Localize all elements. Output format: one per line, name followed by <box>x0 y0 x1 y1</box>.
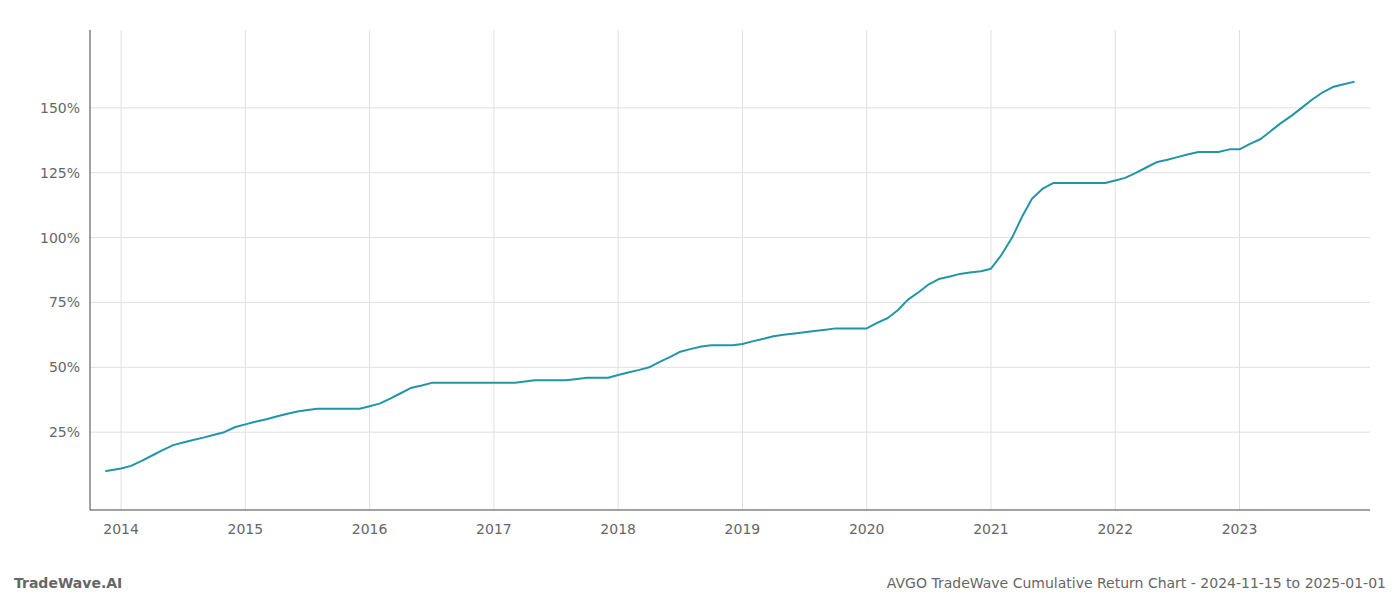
y-tick-label: 50% <box>49 359 80 375</box>
x-grid-line <box>990 30 991 510</box>
y-grid-line <box>90 237 1370 238</box>
y-grid-line <box>90 432 1370 433</box>
x-tick-label: 2019 <box>725 521 761 537</box>
x-grid-line <box>618 30 619 510</box>
x-grid-line <box>369 30 370 510</box>
x-tick-label: 2021 <box>973 521 1009 537</box>
grid <box>90 30 1370 510</box>
line <box>106 82 1354 471</box>
y-grid-line <box>90 107 1370 108</box>
x-tick-label: 2015 <box>228 521 264 537</box>
chart: 2014 2015 2016 2017 2018 2019 2020 2021 2022 2023… <box>0 0 1400 600</box>
x-tick-label: 2014 <box>103 521 139 537</box>
watermark: TradeWave.AI <box>14 575 122 591</box>
plot-area <box>106 82 1354 471</box>
x-tick-label: 2016 <box>352 521 388 537</box>
x-grid-line <box>742 30 743 510</box>
title: AVGO TradeWave Cumulative Return Chart -… <box>887 575 1386 591</box>
y-grid-line <box>90 367 1370 368</box>
x-grid-line <box>245 30 246 510</box>
x-grid-line <box>1115 30 1116 510</box>
x-tick-label: 2018 <box>600 521 636 537</box>
x-grid-line <box>866 30 867 510</box>
y-tick-label: 125% <box>40 165 80 181</box>
x-grid-line <box>1239 30 1240 510</box>
x-axis-line <box>90 510 1370 511</box>
y-tick-label: 25% <box>49 424 80 440</box>
y-grid-line <box>90 302 1370 303</box>
tick-labels: 2014 2015 2016 2017 2018 2019 2020 2021 2022 2023… <box>40 100 1257 537</box>
x-tick-label: 2023 <box>1222 521 1258 537</box>
y-axis-line <box>90 30 91 510</box>
y-grid-line <box>90 172 1370 173</box>
background <box>0 0 1400 600</box>
y-tick-label: 100% <box>40 230 80 246</box>
y-tick-label: 75% <box>49 294 80 310</box>
x-grid-line <box>493 30 494 510</box>
x-tick-label: 2022 <box>1097 521 1133 537</box>
x-grid-line <box>121 30 122 510</box>
x-tick-label: 2017 <box>476 521 512 537</box>
x-tick-label: 2020 <box>849 521 885 537</box>
y-tick-label: 150% <box>40 100 80 116</box>
